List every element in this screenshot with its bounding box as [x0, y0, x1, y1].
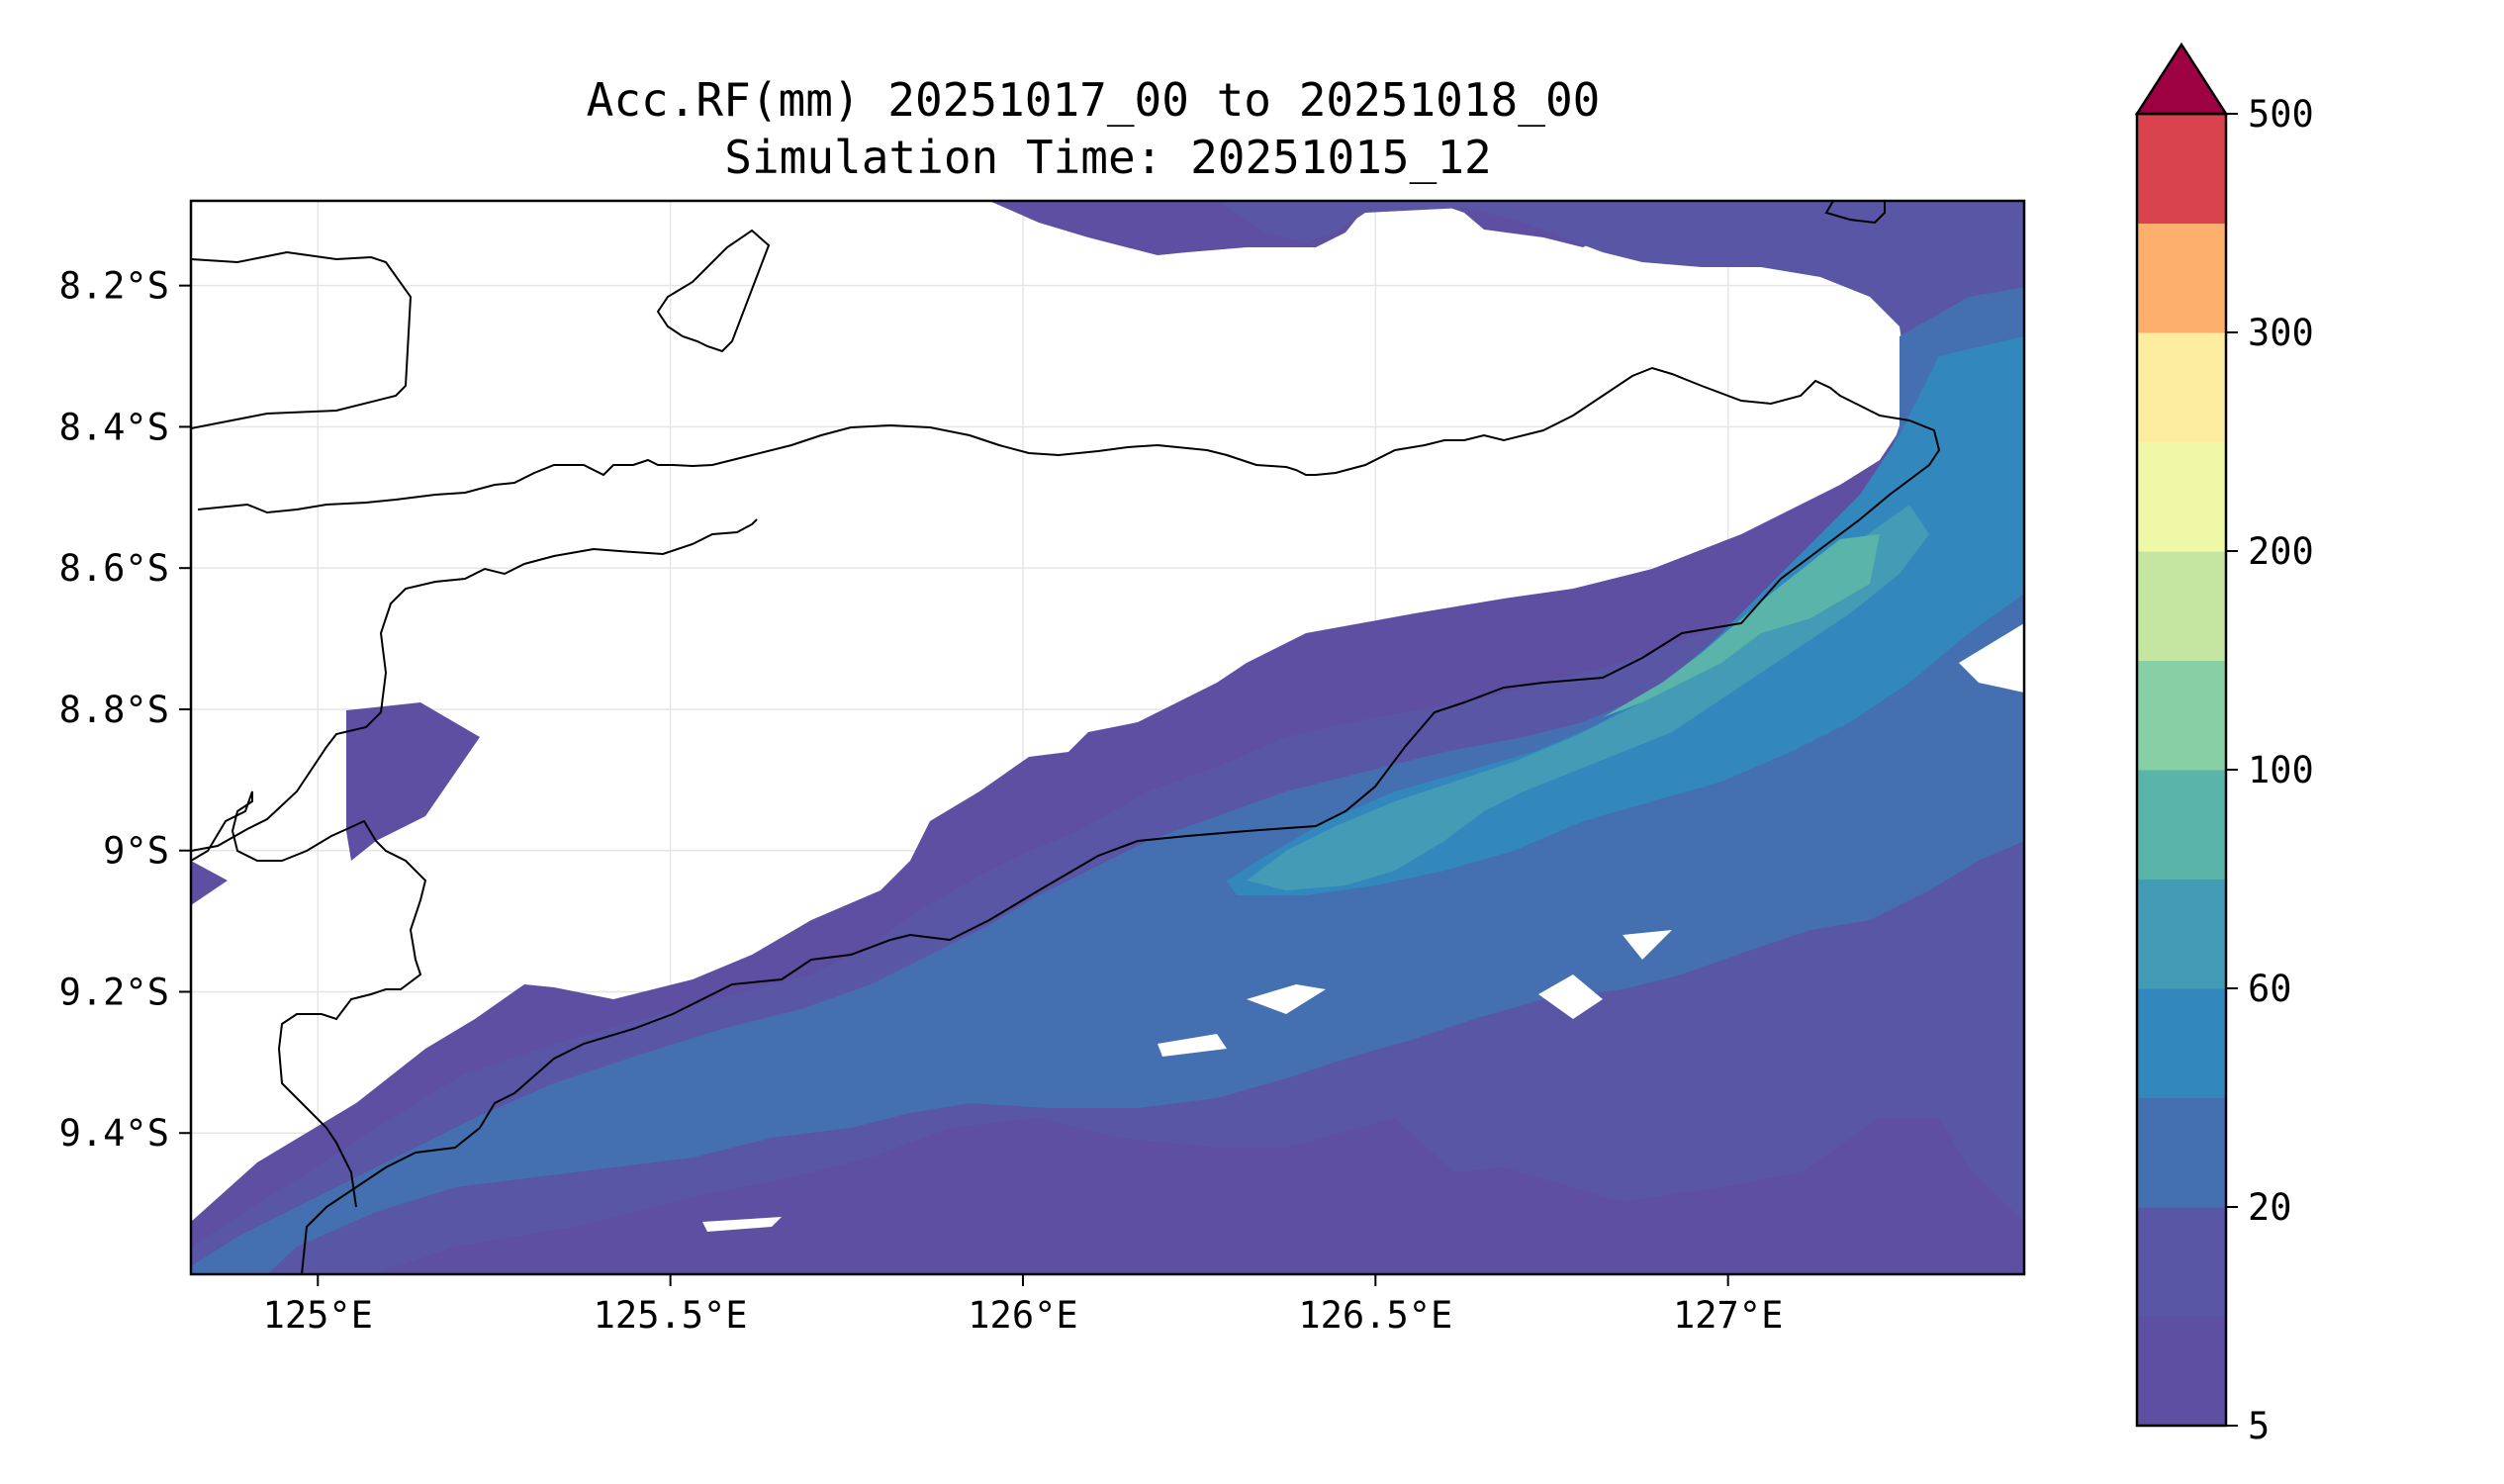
colorbar-label-0: 5	[2248, 1405, 2270, 1447]
x-axis: 125°E 125.5°E 126°E 126.5°E 127°E	[263, 1274, 1783, 1337]
x-tick-label-1: 125.5°E	[594, 1294, 748, 1337]
x-tick-label-3: 126.5°E	[1298, 1294, 1452, 1337]
y-tick-label-5: 9.2°S	[59, 971, 169, 1013]
rain-spot-west	[191, 861, 228, 905]
y-axis: 8.2°S 8.4°S 8.6°S 8.8°S 9°S 9.2°S 9.4°S	[59, 265, 191, 1155]
colorbar-label-5: 300	[2248, 312, 2314, 354]
coastlines	[191, 201, 1941, 1274]
coastline-timor-west	[191, 518, 758, 852]
colorbar: 5 20 60 100 200 300 500	[2134, 42, 2314, 1447]
y-tick-label-1: 8.4°S	[59, 406, 169, 448]
coastline-timor-north	[191, 250, 413, 429]
colorbar-segment-3	[2137, 988, 2226, 1098]
colorbar-label-2: 60	[2248, 968, 2292, 1010]
dry-hole-4	[1623, 930, 1672, 960]
colorbar-segment-2	[2137, 1097, 2226, 1208]
colorbar-label-1: 20	[2248, 1186, 2292, 1229]
x-tick-label-2: 126°E	[968, 1294, 1077, 1337]
colorbar-segment-9	[2137, 332, 2226, 442]
dry-hole-3	[1538, 974, 1603, 1019]
colorbar-segment-5	[2137, 770, 2226, 880]
x-tick-label-4: 127°E	[1673, 1294, 1783, 1337]
coastline-atauro	[656, 229, 771, 353]
x-tick-label-0: 125°E	[263, 1294, 373, 1337]
map-area	[191, 201, 2024, 1274]
dry-hole-6	[702, 1217, 782, 1232]
colorbar-segment-0	[2137, 1316, 2226, 1427]
rain-spot-small	[1494, 1197, 1568, 1256]
dry-hole-1	[1158, 1034, 1227, 1057]
map-frame	[189, 199, 2026, 1276]
rain-band-80-100mm	[1603, 534, 1880, 717]
colorbar-segment-6	[2137, 660, 2226, 771]
rain-band-5-10mm-west	[346, 702, 480, 861]
y-tick-label-2: 8.6°S	[59, 547, 169, 590]
figure-title-line1: Acc.RF(mm) 20251017_00 to 20251018_00	[587, 73, 1601, 127]
dry-hole-5	[1959, 623, 2024, 693]
colorbar-label-6: 500	[2248, 93, 2314, 136]
rain-spot-center	[960, 1202, 999, 1252]
coastline-south	[191, 790, 427, 1208]
y-tick-label-0: 8.2°S	[59, 265, 169, 308]
dry-hole-2	[1247, 984, 1326, 1014]
y-tick-label-4: 9°S	[103, 830, 169, 873]
colorbar-label-3: 100	[2248, 749, 2314, 791]
coastline-island-ne	[1824, 201, 1886, 225]
y-tick-label-6: 9.4°S	[59, 1112, 169, 1155]
colorbar-segment-7	[2137, 551, 2226, 661]
rain-band-60-80mm	[1247, 505, 1929, 890]
colorbar-label-4: 200	[2248, 530, 2314, 573]
colorbar-segment-10	[2137, 223, 2226, 333]
colorbar-segment-8	[2137, 441, 2226, 552]
rain-band-40-60mm	[1227, 336, 2024, 895]
colorbar-segment-1	[2137, 1207, 2226, 1317]
y-tick-label-3: 8.8°S	[59, 689, 169, 731]
figure-title-line2: Simulation Time: 20251015_12	[724, 131, 1491, 184]
colorbar-segment-4	[2137, 879, 2226, 989]
colorbar-extend-arrow	[2134, 42, 2229, 116]
colorbar-segment-11	[2137, 114, 2226, 224]
coastline-timor-main	[197, 366, 1941, 1274]
